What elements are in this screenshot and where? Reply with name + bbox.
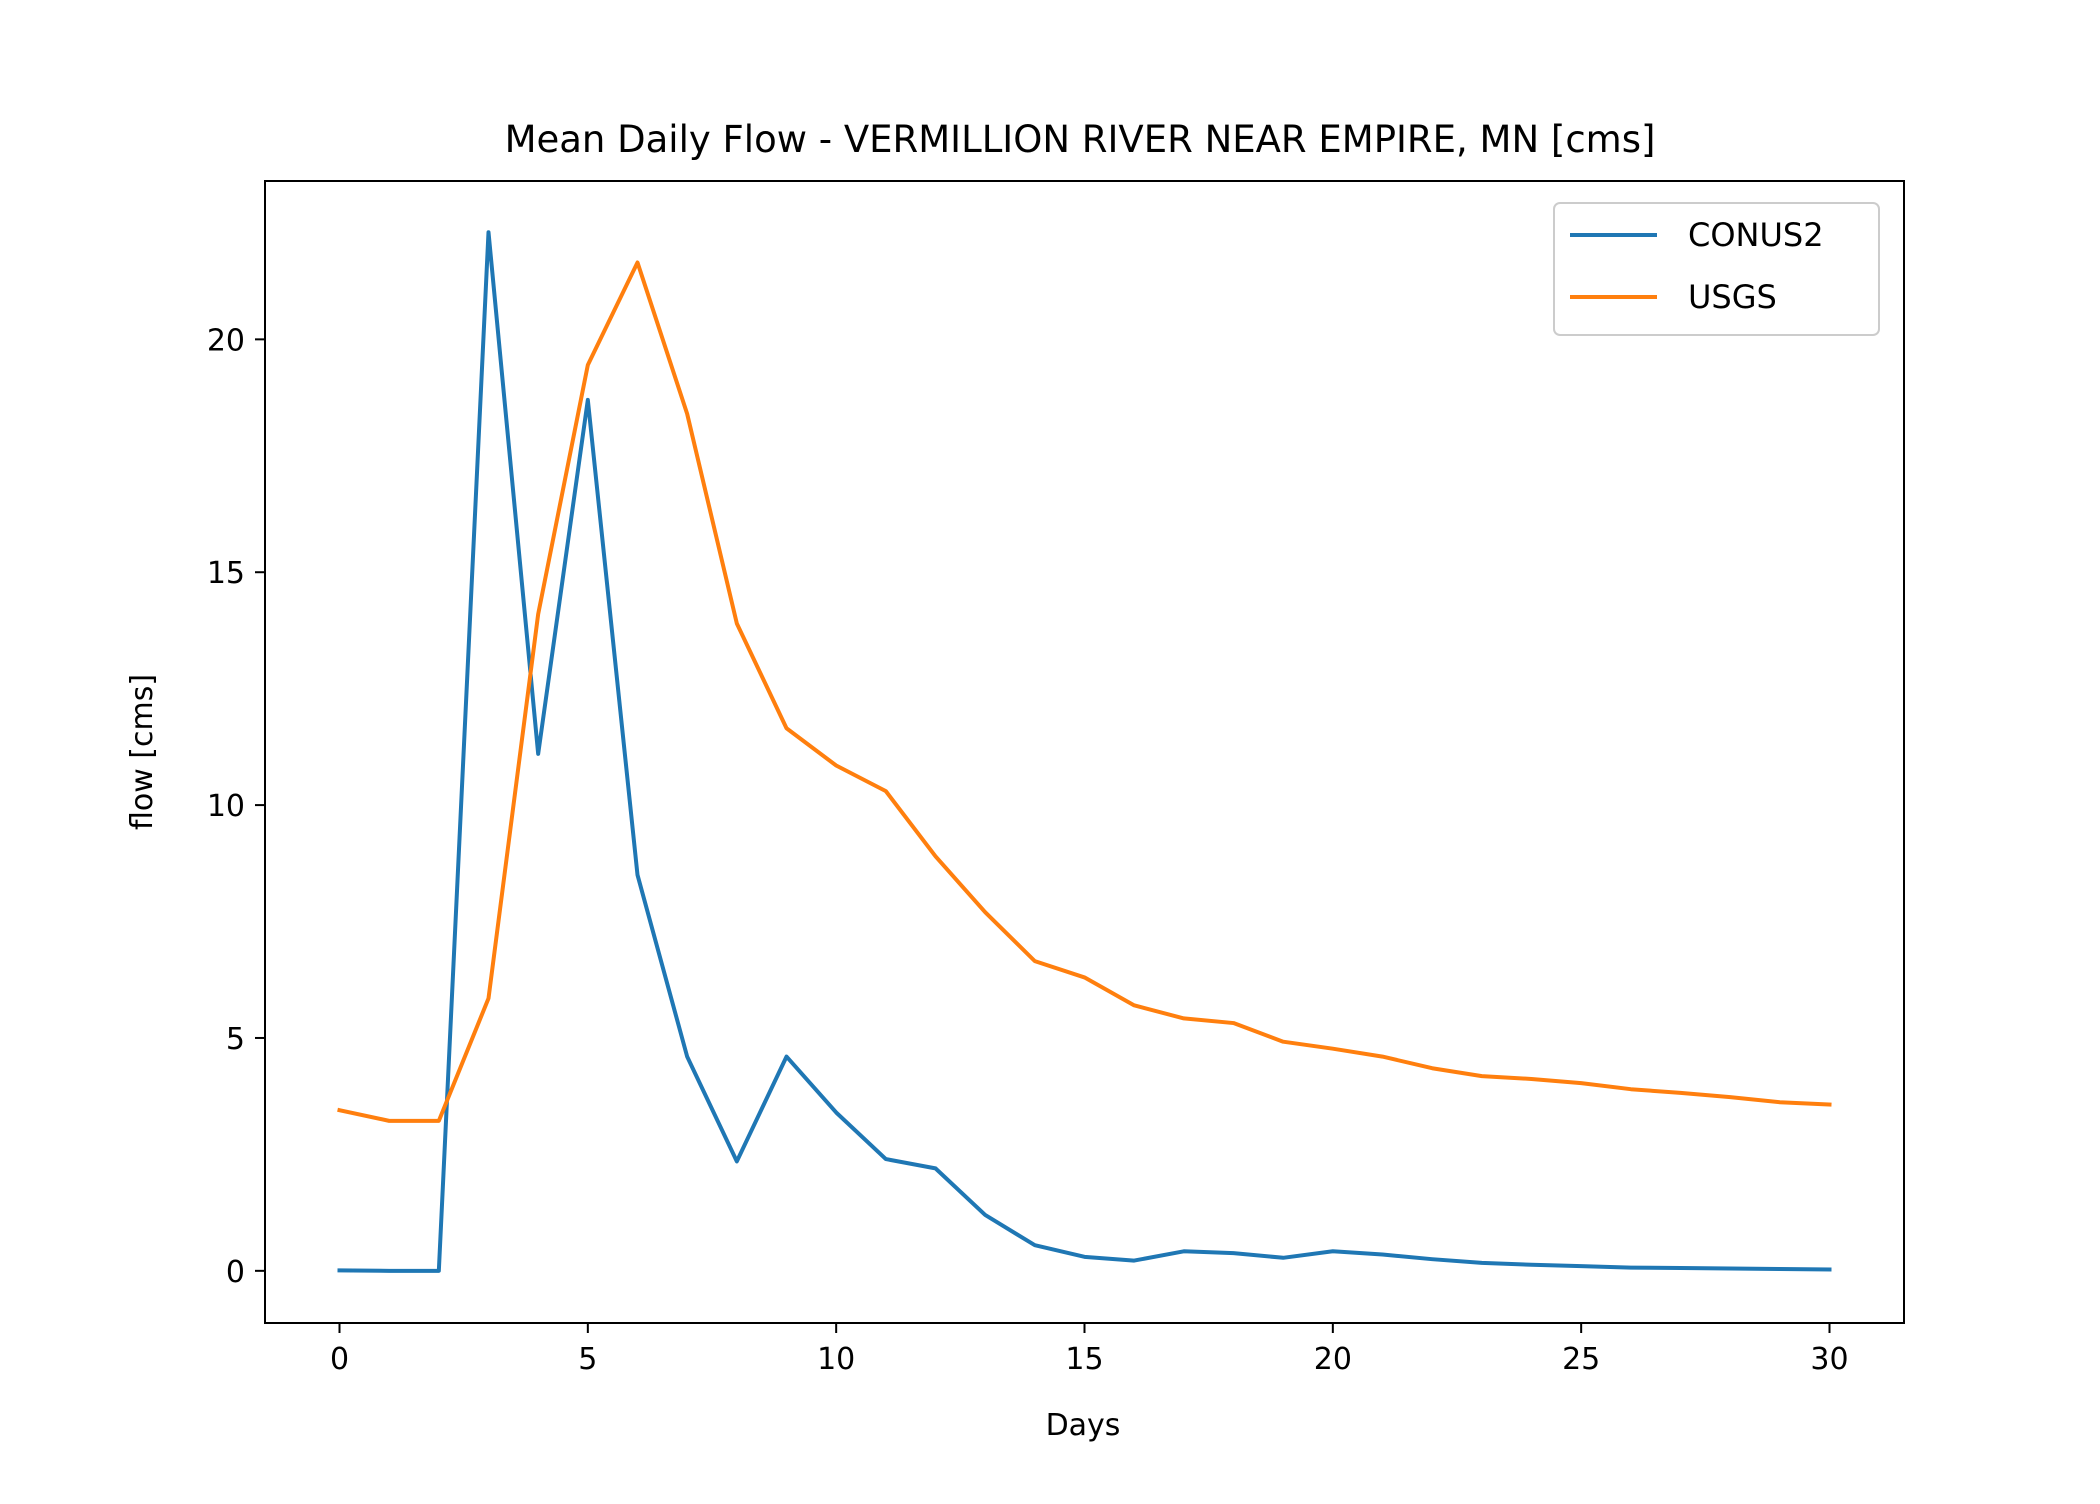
y-tick-label: 0 (226, 1255, 245, 1290)
series-line-conus2 (337, 230, 1832, 1273)
x-axis-label: Days (1046, 1408, 1121, 1443)
y-tick-label: 15 (207, 556, 245, 591)
x-tick-label: 15 (1065, 1342, 1103, 1377)
x-tick-label: 30 (1810, 1342, 1848, 1377)
legend-label-conus2: CONUS2 (1688, 216, 1824, 254)
x-tick-label: 25 (1562, 1342, 1600, 1377)
legend-label-usgs: USGS (1688, 278, 1777, 316)
y-axis-label: flow [cms] (125, 674, 160, 830)
series-layer (337, 230, 1832, 1273)
chart-title: Mean Daily Flow - VERMILLION RIVER NEAR … (505, 118, 1656, 161)
x-tick-label: 0 (330, 1342, 349, 1377)
y-tick-label: 5 (226, 1022, 245, 1057)
y-tick-label: 10 (207, 789, 245, 824)
x-tick-label: 5 (578, 1342, 597, 1377)
x-tick-label: 20 (1314, 1342, 1352, 1377)
series-line-usgs (337, 260, 1832, 1123)
legend: CONUS2 USGS (1553, 202, 1880, 336)
y-tick-label: 20 (207, 323, 245, 358)
y-axis: 0 5 10 15 20 (207, 323, 265, 1290)
x-tick-label: 10 (817, 1342, 855, 1377)
x-axis: 0 5 10 15 20 25 30 (330, 1323, 1849, 1377)
